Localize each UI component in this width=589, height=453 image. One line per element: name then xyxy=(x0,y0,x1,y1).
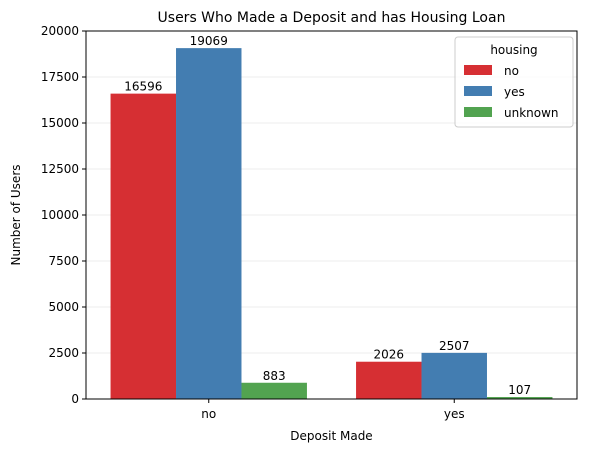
y-tick-label: 7500 xyxy=(48,254,79,268)
bar xyxy=(176,48,242,399)
bars xyxy=(110,48,553,399)
x-axis: no yes xyxy=(201,399,465,421)
legend-swatch xyxy=(464,107,492,117)
y-tick-label: 20000 xyxy=(41,24,79,38)
bar-value-label: 883 xyxy=(263,369,286,383)
bar xyxy=(421,352,487,399)
y-tick-label: 0 xyxy=(71,392,79,406)
legend-swatch xyxy=(464,86,492,96)
bar-value-label: 16596 xyxy=(124,80,162,94)
bar-value-label: 107 xyxy=(508,383,531,397)
legend: housing no yes unknown xyxy=(454,36,574,128)
bar-value-label: 2026 xyxy=(374,348,405,362)
chart-title: Users Who Made a Deposit and has Housing… xyxy=(158,10,506,26)
y-axis: 0 2500 5000 7500 10000 12500 15000 17500 20000 xyxy=(41,24,86,406)
legend-label: yes xyxy=(504,85,525,99)
bar-value-label: 19069 xyxy=(190,34,228,48)
y-tick-label: 2500 xyxy=(48,346,79,360)
y-axis-label: Number of Users xyxy=(9,164,23,265)
bar xyxy=(110,93,177,399)
y-tick-label: 10000 xyxy=(41,208,79,222)
legend-swatch xyxy=(464,65,492,75)
bar xyxy=(356,361,422,399)
bar xyxy=(486,397,553,399)
legend-title: housing xyxy=(490,43,537,57)
y-tick-label: 12500 xyxy=(41,162,79,176)
x-tick-label: no xyxy=(201,407,216,421)
bar-value-label: 2507 xyxy=(439,339,470,353)
y-tick-label: 17500 xyxy=(41,70,79,84)
legend-box xyxy=(454,36,574,128)
legend-label: no xyxy=(504,64,519,78)
y-tick-label: 15000 xyxy=(41,116,79,130)
y-tick-label: 5000 xyxy=(48,300,79,314)
bar-value-labels: 16596 19069 883 2026 2507 107 xyxy=(124,34,531,397)
bar xyxy=(241,382,307,399)
x-axis-label: Deposit Made xyxy=(290,429,372,443)
legend-label: unknown xyxy=(504,106,559,120)
x-tick-label: yes xyxy=(444,407,465,421)
